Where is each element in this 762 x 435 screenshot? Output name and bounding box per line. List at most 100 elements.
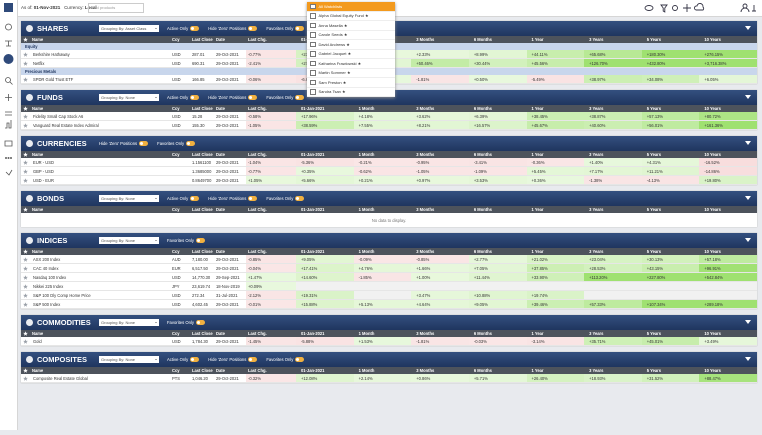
column-label[interactable]: Ccy <box>172 368 180 373</box>
column-label[interactable]: Last Chg. <box>248 37 267 42</box>
column-label[interactable]: 01-Jan-2021 <box>301 152 325 157</box>
favorite-star[interactable] <box>23 274 28 280</box>
grouping-select[interactable]: Grouping By: None <box>99 237 159 244</box>
column-label[interactable]: 10 Years <box>704 37 721 42</box>
column-label[interactable]: 1 Year <box>531 106 544 111</box>
grouping-select[interactable]: Grouping By: None <box>99 94 159 101</box>
column-label[interactable]: 6 Months <box>473 249 492 254</box>
column-label[interactable]: Last Chg. <box>248 106 267 111</box>
column-label[interactable]: Last Close <box>192 152 213 157</box>
favorite-star[interactable] <box>23 152 28 157</box>
favorite-star[interactable] <box>23 60 28 66</box>
favorite-star[interactable] <box>23 122 28 128</box>
favorite-star[interactable] <box>23 177 28 183</box>
toggle-switch[interactable] <box>295 26 305 31</box>
column-label[interactable]: 1 Year <box>531 368 544 373</box>
toggle-switch[interactable] <box>295 95 305 100</box>
column-label[interactable]: Last Close <box>192 106 213 111</box>
toggle-switch[interactable] <box>190 95 200 100</box>
column-label[interactable]: Date <box>216 37 225 42</box>
column-label[interactable]: 3 Years <box>589 152 604 157</box>
menu-item[interactable]: David Andrews ★ <box>307 40 395 50</box>
favorite-star[interactable] <box>23 106 28 111</box>
column-label[interactable]: 1 Year <box>531 37 544 42</box>
checkbox[interactable] <box>310 60 316 66</box>
column-label[interactable]: 6 Months <box>473 207 492 212</box>
favorite-star[interactable] <box>23 338 28 344</box>
column-label[interactable]: Ccy <box>172 249 180 254</box>
column-label[interactable]: Date <box>216 331 225 336</box>
toggle[interactable]: Favorites Only <box>266 95 305 100</box>
column-label[interactable]: 3 Years <box>589 207 604 212</box>
menu-item[interactable]: Katharina Frawlowski ★ <box>307 59 395 69</box>
checkbox[interactable] <box>310 13 316 19</box>
column-label[interactable]: 5 Years <box>646 106 662 111</box>
column-label[interactable]: 10 Years <box>704 207 721 212</box>
column-label[interactable]: 01-Jan-2021 <box>301 368 325 373</box>
grouping-select[interactable]: Grouping By: Asset Class <box>99 25 159 32</box>
column-label[interactable]: 01-Jan-2021 <box>301 106 325 111</box>
column-label[interactable]: Name <box>32 368 44 373</box>
column-label[interactable]: 1 Year <box>531 249 544 254</box>
column-label[interactable]: 1 Year <box>531 207 544 212</box>
column-label[interactable]: Date <box>216 152 225 157</box>
column-label[interactable]: Last Chg. <box>248 207 267 212</box>
column-label[interactable]: 10 Years <box>704 368 721 373</box>
favorite-star[interactable] <box>23 301 28 307</box>
column-label[interactable]: 3 Months <box>416 37 435 42</box>
column-label[interactable]: Last Close <box>192 207 213 212</box>
favorite-star[interactable] <box>23 368 28 373</box>
column-label[interactable]: 3 Years <box>589 331 604 336</box>
column-label[interactable]: Name <box>32 207 44 212</box>
toggle[interactable]: Active Only <box>167 196 200 201</box>
menu-item[interactable]: Gabriel Jacquet ★ <box>307 50 395 59</box>
column-label[interactable]: 6 Months <box>473 106 492 111</box>
toggle-switch[interactable] <box>190 26 200 31</box>
search-box[interactable]: Find products <box>88 3 144 13</box>
grouping-select[interactable]: Grouping By: None <box>99 195 159 202</box>
toggle-switch[interactable] <box>248 26 258 31</box>
column-label[interactable]: 10 Years <box>704 331 721 336</box>
checkbox[interactable] <box>310 89 316 95</box>
column-label[interactable]: 10 Years <box>704 152 721 157</box>
toggle-switch[interactable] <box>190 357 200 362</box>
grouping-select[interactable]: Grouping By: None <box>99 356 159 363</box>
column-label[interactable]: Name <box>32 249 44 254</box>
column-label[interactable]: 1 Month <box>358 368 375 373</box>
menu-item[interactable]: Martin Sommer ★ <box>307 69 395 78</box>
menu-item[interactable]: Anna Masella ★ <box>307 21 395 31</box>
favorite-star[interactable] <box>23 292 28 298</box>
column-label[interactable]: 1 Month <box>358 106 375 111</box>
column-label[interactable]: 10 Years <box>704 106 721 111</box>
menu-item[interactable]: Sandra Tsan ★ <box>307 88 395 97</box>
column-label[interactable]: 5 Years <box>646 37 662 42</box>
column-label[interactable]: Last Chg. <box>248 152 267 157</box>
toggle-switch[interactable] <box>139 141 149 146</box>
toggle[interactable]: Active Only <box>167 95 200 100</box>
column-label[interactable]: Last Close <box>192 368 213 373</box>
collapse-chevron[interactable] <box>745 95 751 102</box>
toggle-switch[interactable] <box>190 196 200 201</box>
column-label[interactable]: 3 Months <box>416 249 435 254</box>
toggle-switch[interactable] <box>248 196 258 201</box>
toggle[interactable]: Favorites Only <box>157 141 196 146</box>
checkbox[interactable] <box>310 51 316 57</box>
favorite-star[interactable] <box>23 76 28 82</box>
column-label[interactable]: 01-Jan-2021 <box>301 249 325 254</box>
column-label[interactable]: 6 Months <box>473 368 492 373</box>
toggle-switch[interactable] <box>295 196 305 201</box>
checkbox[interactable] <box>310 41 316 47</box>
column-label[interactable]: 1 Month <box>358 207 375 212</box>
column-label[interactable]: Ccy <box>172 106 180 111</box>
column-label[interactable]: 6 Months <box>473 331 492 336</box>
collapse-chevron[interactable] <box>745 357 751 364</box>
column-label[interactable]: 5 Years <box>646 368 662 373</box>
favorite-star[interactable] <box>23 256 28 262</box>
column-label[interactable]: 1 Month <box>358 152 375 157</box>
column-label[interactable]: 3 Months <box>416 106 435 111</box>
favorite-star[interactable] <box>23 51 28 57</box>
column-label[interactable]: 3 Months <box>416 207 435 212</box>
toggle[interactable]: Hide 'Zero' Positions <box>208 26 258 31</box>
menu-item[interactable]: Carole Seeds ★ <box>307 31 395 40</box>
column-label[interactable]: 3 Years <box>589 368 604 373</box>
